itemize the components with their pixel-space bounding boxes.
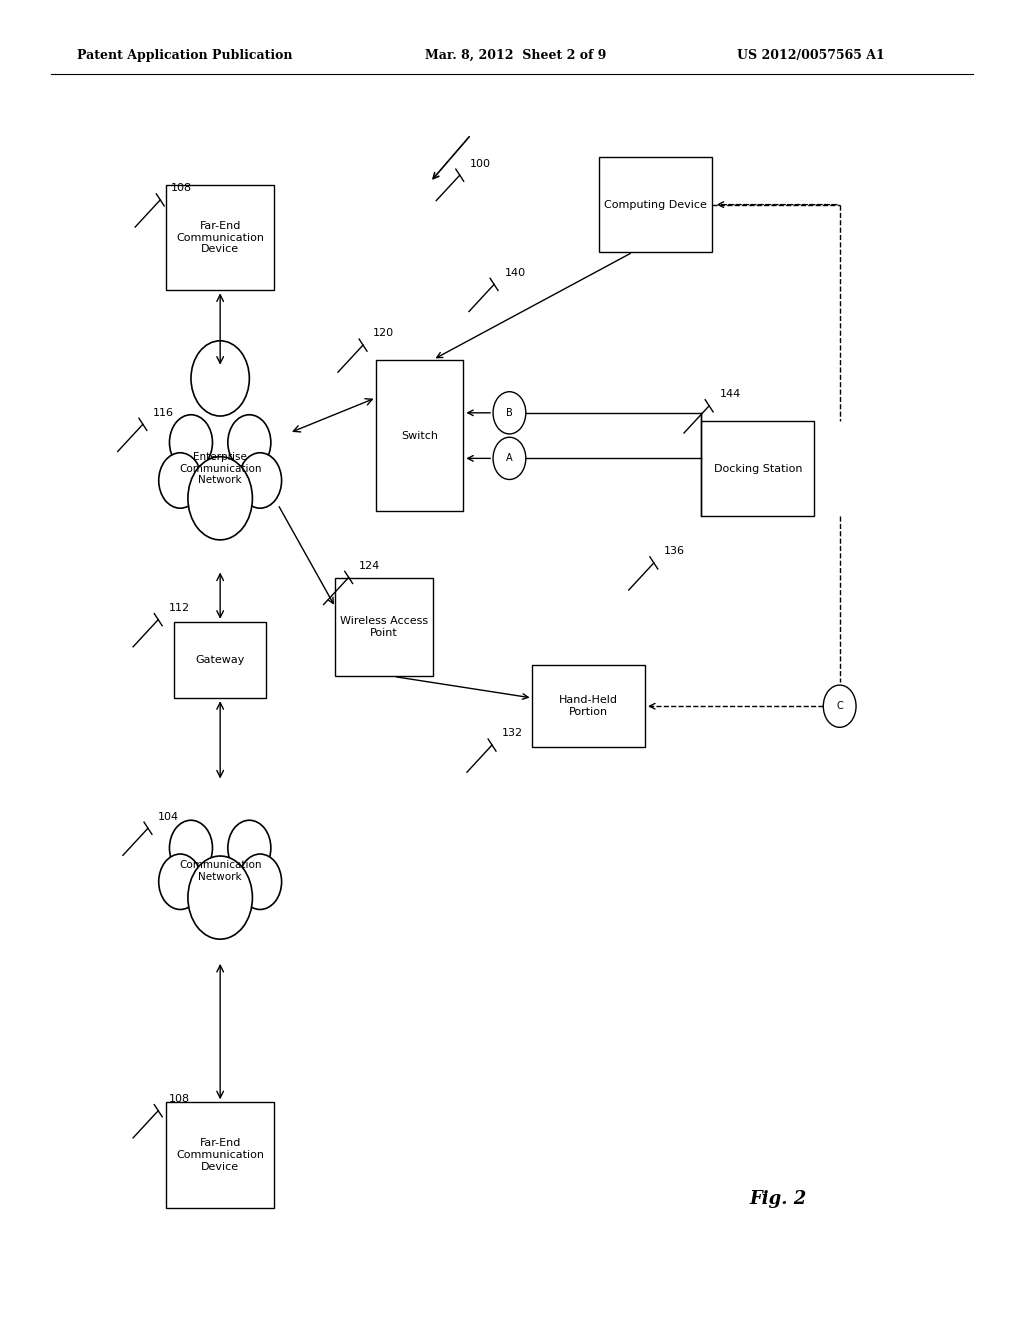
Text: 108: 108 (169, 1094, 189, 1104)
Text: 100: 100 (470, 158, 490, 169)
Circle shape (823, 685, 856, 727)
Circle shape (239, 453, 282, 508)
Bar (336, 578, 432, 676)
Text: Fig. 2: Fig. 2 (750, 1189, 807, 1208)
Text: 108: 108 (171, 183, 191, 193)
Text: C: C (837, 701, 843, 711)
Text: Wireless Access
Point: Wireless Access Point (340, 616, 428, 638)
Text: 104: 104 (159, 812, 179, 821)
Circle shape (493, 392, 526, 434)
Text: 132: 132 (503, 729, 523, 738)
Bar (174, 622, 266, 698)
Text: 116: 116 (154, 408, 174, 417)
Text: 124: 124 (359, 561, 380, 570)
Circle shape (227, 414, 270, 470)
Bar (532, 665, 645, 747)
Text: Far-End
Communication
Device: Far-End Communication Device (176, 1138, 264, 1172)
Bar (166, 1102, 274, 1208)
Text: Enterprise
Communication
Network: Enterprise Communication Network (179, 451, 261, 486)
Circle shape (169, 414, 213, 470)
Text: Docking Station: Docking Station (714, 463, 802, 474)
Text: 120: 120 (374, 329, 394, 338)
Text: Far-End
Communication
Device: Far-End Communication Device (176, 220, 264, 255)
Bar (166, 185, 274, 290)
Circle shape (159, 453, 202, 508)
Text: B: B (506, 408, 513, 418)
Circle shape (188, 855, 252, 940)
Text: Mar. 8, 2012  Sheet 2 of 9: Mar. 8, 2012 Sheet 2 of 9 (425, 49, 606, 62)
Text: Gateway: Gateway (196, 655, 245, 665)
Text: Switch: Switch (401, 430, 438, 441)
Circle shape (188, 457, 252, 540)
Ellipse shape (135, 350, 305, 587)
Ellipse shape (135, 766, 305, 977)
Bar (701, 421, 814, 516)
Text: US 2012/0057565 A1: US 2012/0057565 A1 (737, 49, 885, 62)
Text: 136: 136 (665, 546, 685, 556)
Text: 140: 140 (505, 268, 525, 277)
Text: Communication
Network: Communication Network (179, 861, 261, 882)
Text: 144: 144 (720, 389, 740, 399)
Circle shape (239, 854, 282, 909)
Text: Computing Device: Computing Device (604, 199, 707, 210)
Bar (599, 157, 712, 252)
Text: 112: 112 (169, 603, 189, 612)
Circle shape (169, 820, 213, 875)
Circle shape (190, 341, 250, 416)
Circle shape (227, 820, 270, 875)
Circle shape (159, 854, 202, 909)
Circle shape (493, 437, 526, 479)
Text: Patent Application Publication: Patent Application Publication (77, 49, 292, 62)
Text: Hand-Held
Portion: Hand-Held Portion (559, 696, 618, 717)
Bar (377, 359, 463, 511)
Text: A: A (506, 453, 513, 463)
